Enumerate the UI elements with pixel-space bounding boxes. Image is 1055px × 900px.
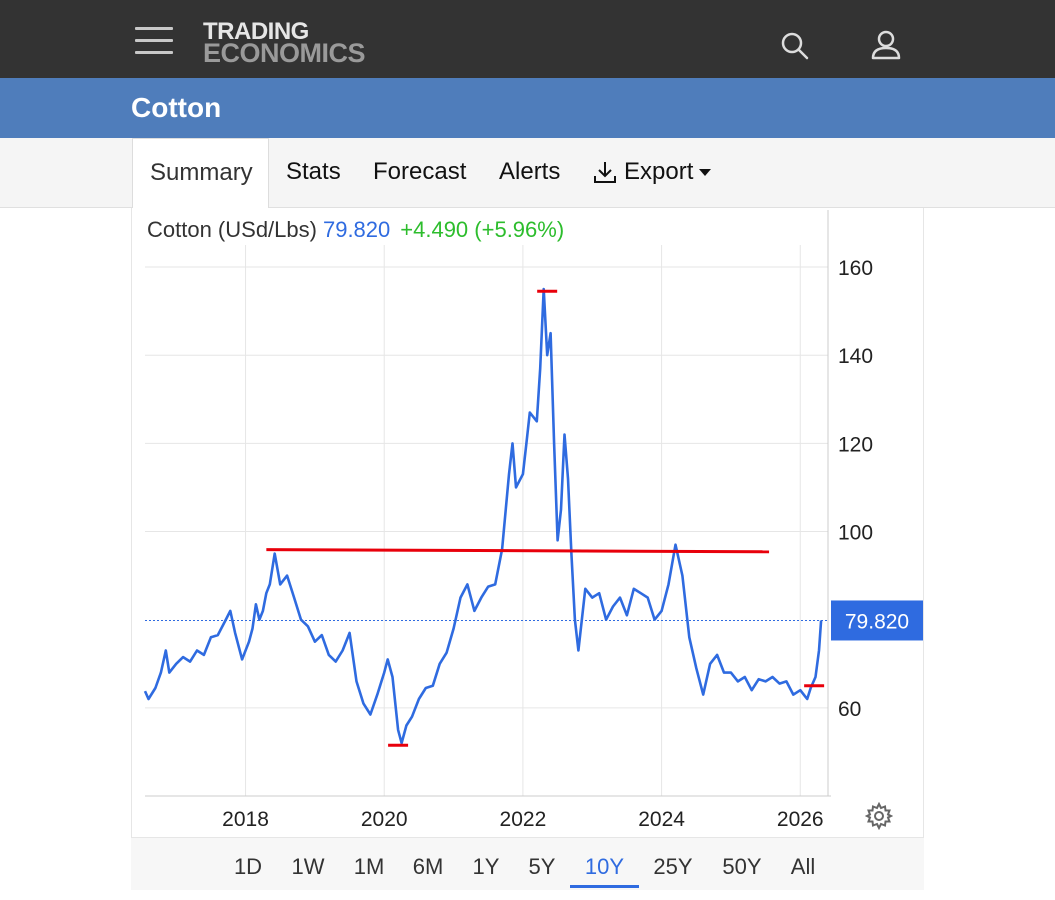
tab-export-label: Export xyxy=(624,158,694,185)
logo[interactable]: TRADING ECONOMICS xyxy=(203,18,366,68)
tab-forecast[interactable]: Forecast xyxy=(373,138,466,208)
range-6m[interactable]: 6M xyxy=(405,838,451,888)
range-1y[interactable]: 1Y xyxy=(464,838,508,888)
y-tick-label: 100 xyxy=(838,522,873,545)
range-50y[interactable]: 50Y xyxy=(714,838,770,888)
range-selector xyxy=(131,837,924,890)
range-1y-label: 1Y xyxy=(472,854,500,879)
range-5y-label: 5Y xyxy=(528,854,556,879)
tab-stats-label: Stats xyxy=(286,158,341,185)
last-price: 79.820 xyxy=(322,217,391,242)
x-tick-label: 2020 xyxy=(361,808,408,831)
x-tick-label: 2024 xyxy=(638,808,685,831)
range-10y[interactable]: 10Y xyxy=(570,838,639,888)
logo-line1: TRADING xyxy=(203,18,309,45)
tab-stats[interactable]: Stats xyxy=(286,138,341,208)
x-tick-label: 2022 xyxy=(500,808,547,831)
range-25y-label: 25Y xyxy=(653,854,693,879)
logo-line2: ECONOMICS xyxy=(203,38,366,68)
price-line xyxy=(143,287,823,745)
tab-export[interactable]: Export xyxy=(592,138,712,208)
page-title: Cotton xyxy=(131,92,222,123)
range-1m[interactable]: 1M xyxy=(346,838,392,888)
menu-icon[interactable] xyxy=(135,27,173,57)
top-navbar: TRADING ECONOMICS xyxy=(0,0,1055,78)
range-1w[interactable]: 1W xyxy=(284,838,332,888)
range-5y[interactable]: 5Y xyxy=(520,838,564,888)
range-6m-label: 6M xyxy=(412,854,444,879)
range-1m-label: 1M xyxy=(353,854,385,879)
range-all-label: All xyxy=(790,854,816,879)
range-50y-label: 50Y xyxy=(722,854,762,879)
y-tick-label: 60 xyxy=(838,698,861,721)
range-10y-label: 10Y xyxy=(584,854,625,879)
range-all[interactable]: All xyxy=(782,838,824,888)
x-tick-label: 2026 xyxy=(777,808,824,831)
price-tag xyxy=(831,600,923,641)
chevron-down-icon xyxy=(699,168,712,176)
price-tag-label: 79.820 xyxy=(845,610,909,633)
y-tick-label: 120 xyxy=(838,433,873,456)
tab-forecast-label: Forecast xyxy=(373,158,467,185)
tab-summary-label: Summary xyxy=(150,159,253,186)
download-icon xyxy=(594,162,616,183)
search-icon[interactable] xyxy=(779,30,811,62)
resistance-line xyxy=(266,548,770,554)
range-1w-label: 1W xyxy=(291,854,325,879)
quote-header: Cotton (USd/Lbs) 79.820 +4.490 (+5.96%) xyxy=(147,217,564,243)
range-1d-label: 1D xyxy=(233,854,263,879)
tab-alerts[interactable]: Alerts xyxy=(499,138,560,208)
chart-panel xyxy=(131,208,924,890)
instrument-name: Cotton (USd/Lbs) xyxy=(147,217,317,242)
tab-summary[interactable]: Summary xyxy=(132,138,269,209)
y-tick-label: 140 xyxy=(838,345,873,368)
price-change: +4.490 (+5.96%) xyxy=(400,217,565,242)
tab-alerts-label: Alerts xyxy=(499,158,561,185)
gear-icon[interactable] xyxy=(865,802,893,830)
range-25y[interactable]: 25Y xyxy=(646,838,700,888)
user-icon[interactable] xyxy=(870,29,902,61)
title-bar: Cotton xyxy=(0,78,1055,138)
y-tick-label: 160 xyxy=(838,257,873,280)
tab-bar: Summary Stats Forecast Alerts Export xyxy=(0,138,1055,209)
x-tick-label: 2018 xyxy=(222,808,269,831)
range-1d[interactable]: 1D xyxy=(226,838,270,888)
